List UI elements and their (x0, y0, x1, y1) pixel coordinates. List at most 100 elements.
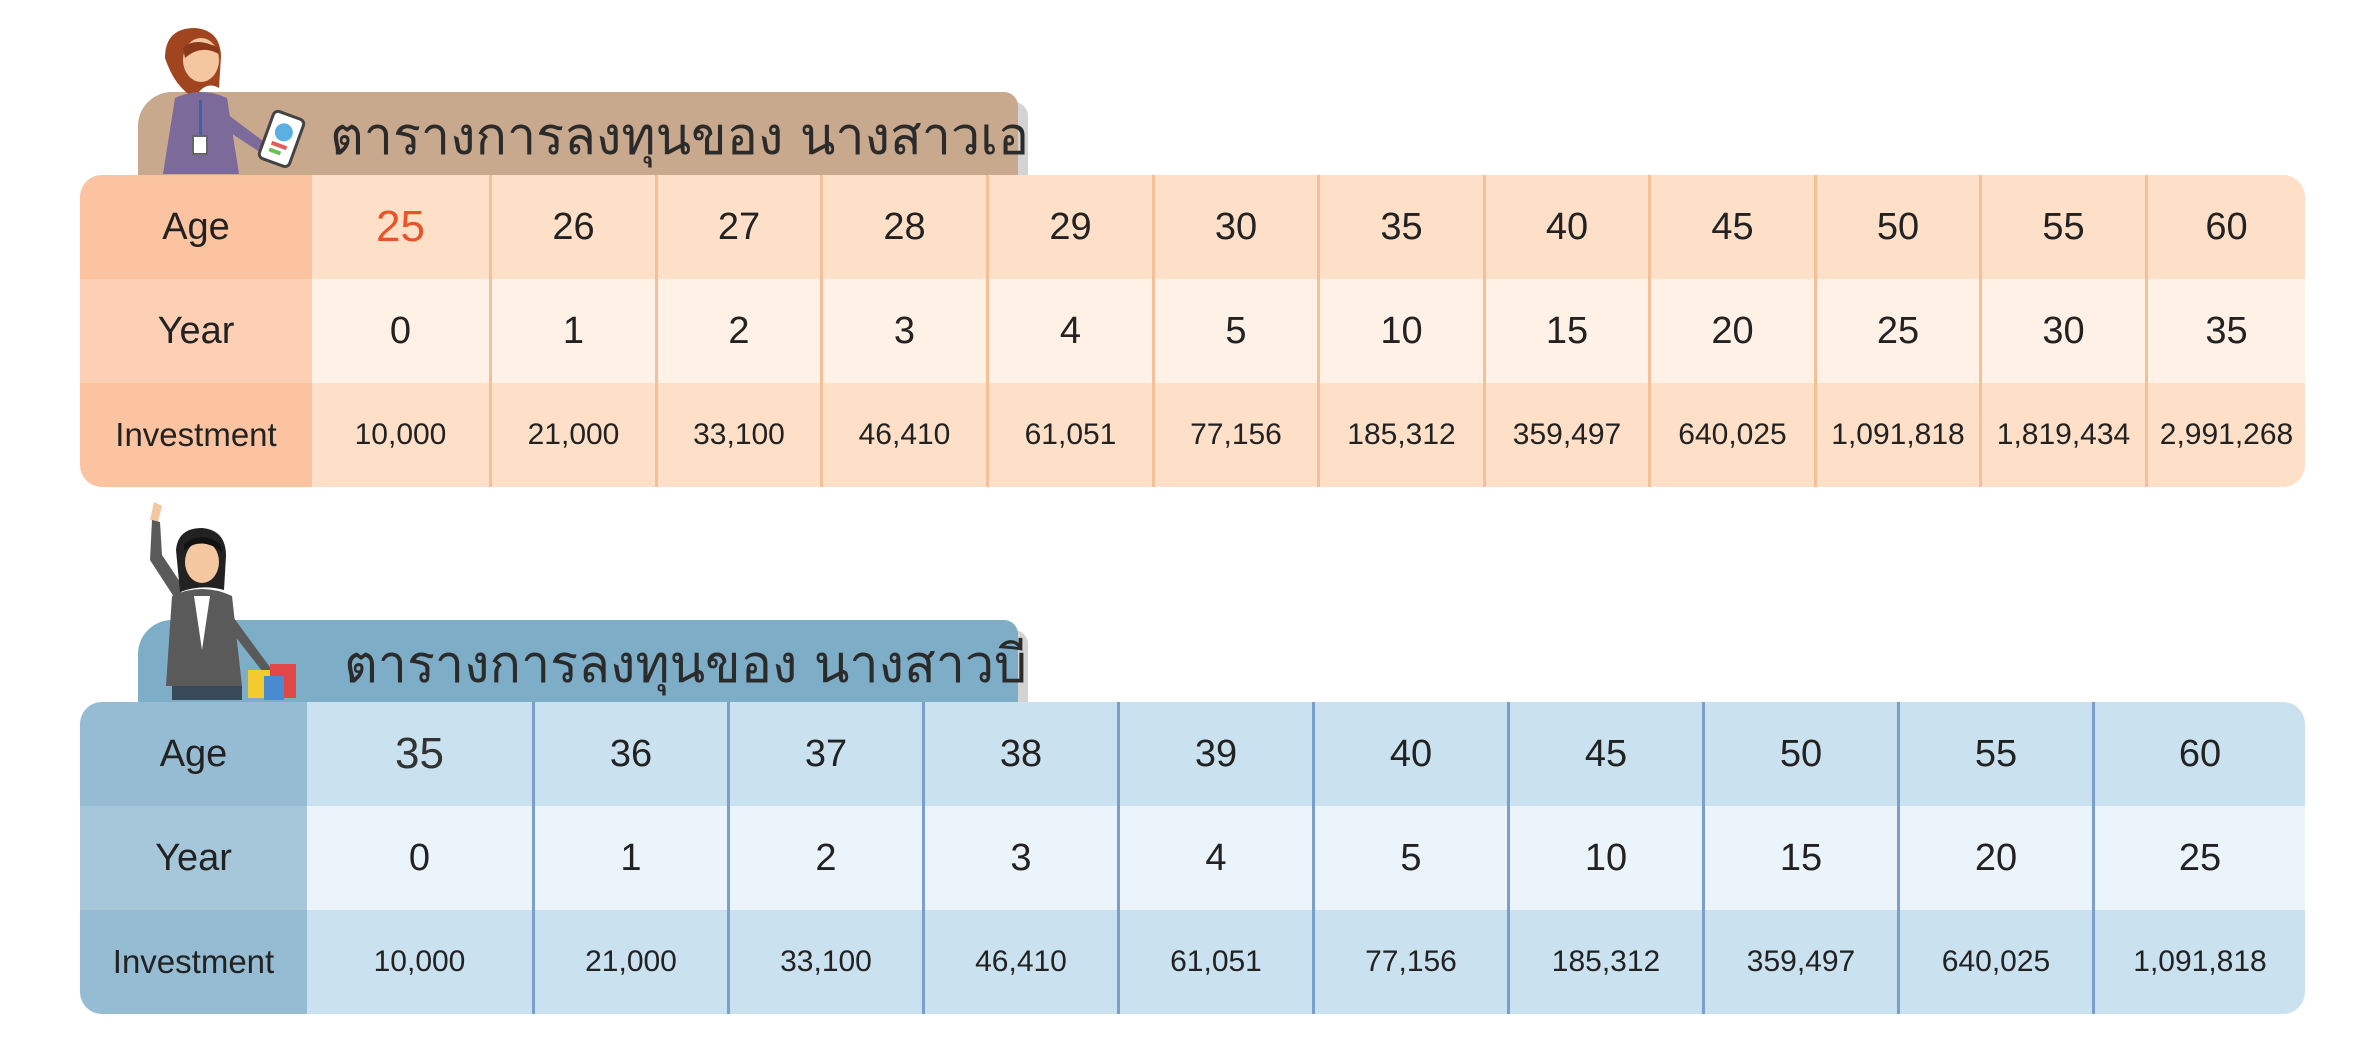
table-column: 29 4 61,051 (986, 175, 1152, 487)
table-column: 40 5 77,156 (1312, 702, 1507, 1014)
table-column: 60 35 2,991,268 (2145, 175, 2305, 487)
year-cell: 20 (1900, 806, 2092, 910)
year-cell: 25 (1817, 279, 1979, 383)
age-cell: 40 (1315, 702, 1507, 806)
year-cell: 5 (1315, 806, 1507, 910)
year-cell: 20 (1651, 279, 1814, 383)
age-cell: 25 (312, 175, 489, 279)
investment-cell: 359,497 (1705, 910, 1897, 1014)
investment-cell: 33,100 (658, 383, 820, 487)
row-label-investment: Investment (80, 910, 307, 1014)
data-columns: 35 0 10,000 36 1 21,000 37 2 33,100 38 3 46,410 39 4 6… (307, 702, 2305, 1014)
table-column: 38 3 46,410 (922, 702, 1117, 1014)
age-cell: 60 (2095, 702, 2305, 806)
row-label-age: Age (80, 702, 307, 806)
age-cell: 45 (1510, 702, 1702, 806)
year-cell: 1 (535, 806, 727, 910)
age-cell: 50 (1705, 702, 1897, 806)
age-cell: 28 (823, 175, 986, 279)
investment-cell: 640,025 (1900, 910, 2092, 1014)
age-cell: 30 (1155, 175, 1317, 279)
year-cell: 3 (925, 806, 1117, 910)
table-column: 50 15 359,497 (1702, 702, 1897, 1014)
age-cell: 50 (1817, 175, 1979, 279)
year-cell: 5 (1155, 279, 1317, 383)
age-cell: 38 (925, 702, 1117, 806)
table-column: 40 15 359,497 (1483, 175, 1648, 487)
table-section-miss-a: ตารางการลงทุนของ นางสาวเอ Age Year Inves… (0, 0, 2376, 500)
age-cell: 39 (1120, 702, 1312, 806)
investment-table: Age Year Investment 25 0 10,000 26 1 21,000 27… (80, 175, 2305, 487)
year-cell: 0 (307, 806, 532, 910)
table-column: 37 2 33,100 (727, 702, 922, 1014)
year-cell: 2 (730, 806, 922, 910)
age-cell: 36 (535, 702, 727, 806)
table-section-miss-b: ตารางการลงทุนของ นางสาวบี Age Year Inves… (0, 500, 2376, 1042)
investment-cell: 10,000 (307, 910, 532, 1014)
age-cell: 35 (307, 702, 532, 806)
table-column: 55 20 640,025 (1897, 702, 2092, 1014)
investment-cell: 61,051 (989, 383, 1152, 487)
age-cell: 37 (730, 702, 922, 806)
investment-cell: 10,000 (312, 383, 489, 487)
investment-cell: 77,156 (1155, 383, 1317, 487)
investment-cell: 46,410 (925, 910, 1117, 1014)
table-column: 55 30 1,819,434 (1979, 175, 2145, 487)
row-label-investment: Investment (80, 383, 312, 487)
year-cell: 4 (989, 279, 1152, 383)
investment-cell: 46,410 (823, 383, 986, 487)
row-label-year: Year (80, 806, 307, 910)
investment-cell: 61,051 (1120, 910, 1312, 1014)
table-column: 36 1 21,000 (532, 702, 727, 1014)
data-columns: 25 0 10,000 26 1 21,000 27 2 33,100 28 3 46,410 29 4 6… (312, 175, 2305, 487)
table-column: 60 25 1,091,818 (2092, 702, 2305, 1014)
year-cell: 10 (1320, 279, 1483, 383)
table-column: 50 25 1,091,818 (1814, 175, 1979, 487)
row-label-column: Age Year Investment (80, 175, 312, 487)
year-cell: 0 (312, 279, 489, 383)
age-cell: 45 (1651, 175, 1814, 279)
row-label-year: Year (80, 279, 312, 383)
investment-cell: 2,991,268 (2148, 383, 2305, 487)
table-column: 28 3 46,410 (820, 175, 986, 487)
investment-cell: 1,819,434 (1982, 383, 2145, 487)
investment-cell: 185,312 (1510, 910, 1702, 1014)
table-title: ตารางการลงทุนของ นางสาวเอ (330, 107, 1030, 167)
age-cell: 29 (989, 175, 1152, 279)
year-cell: 15 (1705, 806, 1897, 910)
year-cell: 4 (1120, 806, 1312, 910)
row-label-age: Age (80, 175, 312, 279)
woman-with-tablet-icon (163, 28, 306, 174)
age-cell: 27 (658, 175, 820, 279)
investment-cell: 33,100 (730, 910, 922, 1014)
investment-cell: 1,091,818 (2095, 910, 2305, 1014)
investment-cell: 21,000 (492, 383, 655, 487)
investment-cell: 640,025 (1651, 383, 1814, 487)
table-column: 39 4 61,051 (1117, 702, 1312, 1014)
age-cell: 26 (492, 175, 655, 279)
age-cell: 35 (1320, 175, 1483, 279)
year-cell: 25 (2095, 806, 2305, 910)
year-cell: 15 (1486, 279, 1648, 383)
table-title: ตารางการลงทุนของ นางสาวบี (344, 635, 1028, 695)
row-label-column: Age Year Investment (80, 702, 307, 1014)
age-cell: 55 (1982, 175, 2145, 279)
year-cell: 2 (658, 279, 820, 383)
investment-cell: 1,091,818 (1817, 383, 1979, 487)
investment-cell: 185,312 (1320, 383, 1483, 487)
investment-cell: 77,156 (1315, 910, 1507, 1014)
table-column: 35 10 185,312 (1317, 175, 1483, 487)
investment-cell: 21,000 (535, 910, 727, 1014)
year-cell: 3 (823, 279, 986, 383)
investment-cell: 359,497 (1486, 383, 1648, 487)
woman-waving-shopping-icon (150, 502, 296, 700)
age-cell: 40 (1486, 175, 1648, 279)
age-cell: 60 (2148, 175, 2305, 279)
table-column: 30 5 77,156 (1152, 175, 1317, 487)
table-column: 35 0 10,000 (307, 702, 532, 1014)
table-column: 45 10 185,312 (1507, 702, 1702, 1014)
investment-table: Age Year Investment 35 0 10,000 36 1 21,000 37… (80, 702, 2305, 1014)
year-cell: 1 (492, 279, 655, 383)
age-cell: 55 (1900, 702, 2092, 806)
year-cell: 30 (1982, 279, 2145, 383)
